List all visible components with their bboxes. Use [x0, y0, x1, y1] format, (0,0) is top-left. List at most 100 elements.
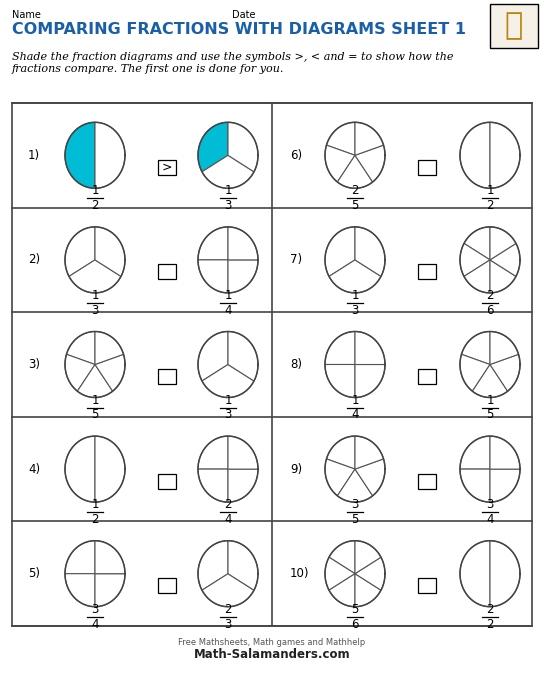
Text: 8): 8) [290, 358, 302, 371]
Polygon shape [228, 541, 258, 590]
Bar [158, 474, 176, 489]
Text: 1): 1) [28, 149, 40, 162]
Polygon shape [202, 573, 254, 607]
Polygon shape [95, 541, 125, 573]
Polygon shape [490, 123, 520, 188]
Text: 1: 1 [91, 393, 99, 406]
Bar [418, 474, 436, 489]
Text: 1: 1 [351, 393, 358, 406]
Polygon shape [95, 354, 125, 391]
Text: 3): 3) [28, 358, 40, 371]
Polygon shape [460, 123, 490, 188]
Polygon shape [198, 123, 228, 172]
Text: 1: 1 [91, 184, 99, 197]
Text: Free Mathsheets, Math games and Mathhelp: Free Mathsheets, Math games and Mathhelp [178, 638, 366, 647]
Text: 2: 2 [351, 184, 358, 197]
Text: 3: 3 [91, 304, 98, 317]
Text: 2: 2 [91, 513, 99, 526]
Polygon shape [325, 227, 355, 276]
Polygon shape [95, 436, 125, 502]
Polygon shape [65, 227, 95, 276]
Polygon shape [464, 260, 490, 293]
Polygon shape [329, 541, 355, 573]
Polygon shape [198, 227, 228, 260]
Polygon shape [95, 123, 125, 188]
Text: 3: 3 [224, 617, 232, 631]
Text: 3: 3 [486, 498, 494, 511]
Bar [418, 369, 436, 384]
Text: 1: 1 [486, 393, 494, 406]
Polygon shape [228, 123, 258, 172]
Text: 2: 2 [486, 617, 494, 631]
Text: 2: 2 [224, 603, 232, 615]
Polygon shape [326, 123, 355, 155]
Text: COMPARING FRACTIONS WITH DIAGRAMS SHEET 1: COMPARING FRACTIONS WITH DIAGRAMS SHEET … [12, 22, 466, 37]
Text: Math-Salamanders.com: Math-Salamanders.com [194, 648, 350, 661]
Text: 3: 3 [224, 199, 232, 213]
Polygon shape [95, 332, 123, 364]
Polygon shape [325, 332, 355, 364]
Text: Date: Date [232, 10, 256, 20]
Polygon shape [325, 364, 355, 397]
Polygon shape [198, 541, 228, 590]
Polygon shape [355, 436, 384, 469]
Bar [158, 265, 176, 280]
Text: 5: 5 [351, 603, 358, 615]
Text: 3: 3 [351, 498, 358, 511]
Text: 2): 2) [28, 253, 40, 267]
Text: 2: 2 [486, 199, 494, 213]
Text: 7): 7) [290, 253, 302, 267]
Polygon shape [337, 469, 373, 502]
Polygon shape [355, 227, 385, 276]
Polygon shape [198, 469, 228, 502]
Polygon shape [325, 459, 355, 496]
Polygon shape [461, 332, 490, 364]
Polygon shape [490, 541, 520, 607]
Polygon shape [490, 260, 516, 293]
Polygon shape [65, 573, 95, 607]
Polygon shape [490, 354, 520, 391]
Bar [158, 369, 176, 384]
Polygon shape [337, 155, 373, 188]
Polygon shape [65, 436, 95, 502]
Polygon shape [355, 145, 385, 182]
Polygon shape [65, 123, 95, 188]
Text: Ⓜ: Ⓜ [505, 12, 523, 41]
Text: 1: 1 [224, 184, 232, 197]
Text: 5: 5 [91, 408, 98, 422]
Text: 4): 4) [28, 462, 40, 476]
Text: 4: 4 [224, 513, 232, 526]
Polygon shape [355, 332, 385, 364]
Text: Shade the fraction diagrams and use the symbols >, < and = to show how the
fract: Shade the fraction diagrams and use the … [12, 52, 454, 74]
Text: 2: 2 [91, 199, 99, 213]
Polygon shape [77, 364, 113, 397]
Polygon shape [490, 469, 520, 502]
Bar [158, 578, 176, 593]
Polygon shape [69, 260, 121, 293]
Polygon shape [490, 244, 520, 276]
Polygon shape [228, 436, 258, 469]
Polygon shape [460, 436, 490, 469]
Polygon shape [65, 354, 95, 391]
Polygon shape [198, 332, 228, 381]
Text: 10): 10) [290, 567, 310, 580]
Polygon shape [490, 332, 518, 364]
Polygon shape [355, 123, 384, 155]
Text: 6): 6) [290, 149, 302, 162]
Polygon shape [355, 364, 385, 397]
Text: 1: 1 [91, 289, 99, 302]
Polygon shape [198, 260, 228, 293]
Polygon shape [228, 332, 258, 381]
Text: 5: 5 [351, 199, 358, 213]
Bar [158, 160, 176, 175]
Text: 2: 2 [224, 498, 232, 511]
Polygon shape [202, 155, 254, 188]
Text: 1: 1 [486, 184, 494, 197]
Text: 1: 1 [224, 289, 232, 302]
Text: 3: 3 [224, 408, 232, 422]
Bar [418, 578, 436, 593]
Text: 6: 6 [351, 617, 358, 631]
Polygon shape [355, 541, 381, 573]
Text: 4: 4 [224, 304, 232, 317]
Polygon shape [95, 573, 125, 607]
